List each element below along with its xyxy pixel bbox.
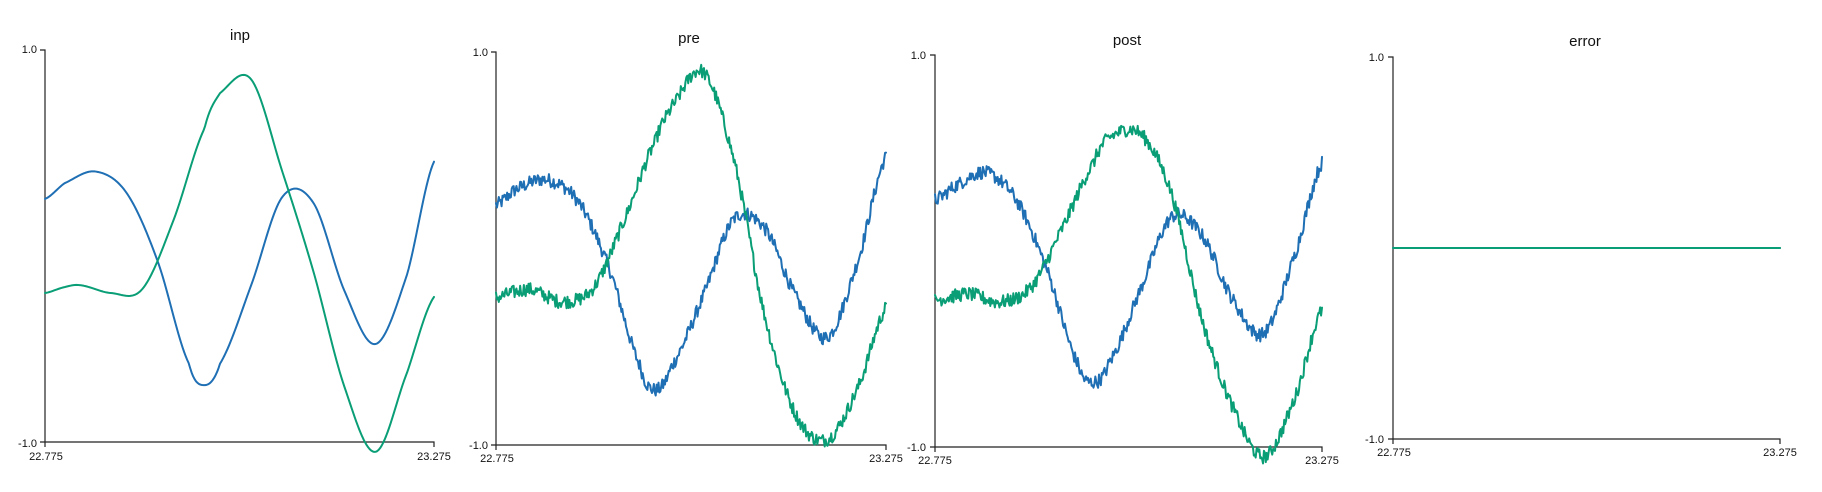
chart-panel-pre: pre 1.0 -1.0 22.775 23.275 [469, 30, 903, 465]
axis-lines [40, 49, 435, 447]
axis-ticks [930, 446, 936, 452]
axis-lines [491, 51, 887, 450]
x-tick-label-max: 23.275 [869, 453, 903, 465]
chart-title: error [1569, 33, 1601, 50]
y-tick-label-max: 1.0 [22, 44, 37, 56]
x-tick-label-min: 22.775 [480, 453, 514, 465]
series-line-green [495, 63, 887, 448]
y-tick-label-max: 1.0 [473, 47, 488, 59]
series-line-blue [44, 160, 435, 387]
x-tick-label-min: 22.775 [918, 455, 952, 467]
axis-lines [1388, 56, 1781, 444]
axis-lines [930, 54, 1323, 452]
series-line-blue [495, 151, 887, 397]
y-tick-label-min: -1.0 [469, 440, 488, 452]
chart-panel-post: post 1.0 -1.0 22.775 23.275 [907, 32, 1339, 467]
y-tick-label-min: -1.0 [18, 438, 37, 450]
axis-ticks [1388, 438, 1394, 444]
chart-title: inp [230, 27, 250, 44]
chart-title: post [1113, 32, 1142, 49]
x-tick-label-max: 23.275 [1763, 447, 1797, 459]
x-tick-label-min: 22.775 [29, 451, 63, 463]
x-tick-label-min: 22.775 [1377, 447, 1411, 459]
series-line-green [934, 124, 1323, 465]
chart-panel-inp: inp 1.0 -1.0 22.775 23.275 [18, 27, 451, 463]
x-tick-label-max: 23.275 [1305, 455, 1339, 467]
y-tick-label-max: 1.0 [1369, 52, 1384, 64]
series-line-blue [934, 155, 1323, 389]
axis-ticks [491, 444, 497, 450]
axis-ticks [40, 441, 46, 447]
series-line-green [44, 73, 435, 453]
chart-panel-error: error 1.0 -1.0 22.775 23.275 [1365, 33, 1797, 459]
y-tick-label-min: -1.0 [1365, 434, 1384, 446]
y-tick-label-max: 1.0 [911, 50, 926, 62]
chart-title: pre [678, 30, 700, 47]
x-tick-label-max: 23.275 [417, 451, 451, 463]
y-tick-label-min: -1.0 [907, 442, 926, 454]
